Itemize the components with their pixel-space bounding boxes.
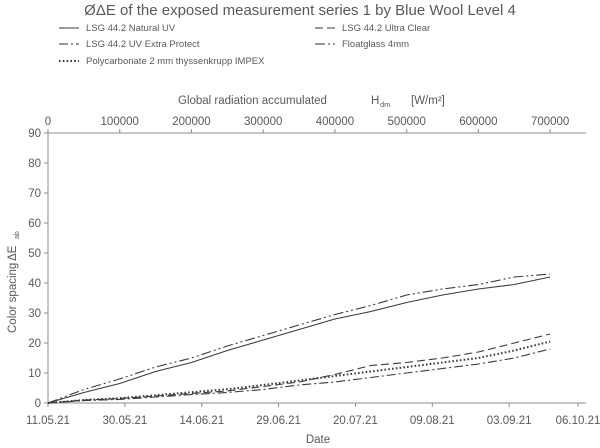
x-axis-title: Date [306,434,330,446]
x2-tick-label: 0 [45,116,51,128]
legend-label-4: Polycarbonate 2 mm thyssenkrupp IMPEX [86,56,265,67]
y-tick-label: 30 [28,308,41,320]
y-axis-symbol: ΔE [7,245,19,261]
series-line-2 [47,348,551,404]
y-axis-symbol-sub: ab [14,231,21,239]
x-tick-label: 29.06.21 [256,415,301,427]
x2-tick-label: 400000 [316,116,354,128]
y-tick-label: 0 [35,398,41,410]
chart-title: ØΔE of the exposed measurement series 1 … [84,2,516,19]
y-axis-title: Color spacing ΔE ab [7,231,21,333]
legend-label-2: LSG 44.2 UV Extra Protect [86,39,200,50]
x2-tick-label: 600000 [459,116,497,128]
y-tick-label: 40 [28,278,41,290]
series-line-1 [47,333,551,404]
x-tick-label: 09.08.21 [410,415,455,427]
series-line-0 [47,276,551,404]
x-tick-label: 06.10.21 [556,415,600,427]
x2-tick-label: 500000 [387,116,425,128]
x2-axis-symbol-sub: dm [380,100,390,109]
series-line-4 [47,340,551,404]
y-tick-label: 50 [28,248,41,260]
x2-tick-label: 200000 [172,116,210,128]
x-tick-label: 30.05.21 [102,415,147,427]
x-tick-label: 14.06.21 [179,415,224,427]
y-tick-label: 60 [28,218,41,230]
y-tick-label: 20 [28,338,41,350]
x-tick-label: 20.07.21 [333,415,378,427]
legend: LSG 44.2 Natural UV LSG 44.2 Ultra Clear L… [59,23,430,67]
x2-tick-label: 700000 [531,116,569,128]
plot-area: 0 10 20 30 40 50 60 70 80 90 0 100000 200000 300000 40… [26,116,600,427]
x2-axis: Global radiation accumulated H dm [W/m²] [178,95,445,109]
y-axis-title-text: Color spacing [7,263,19,333]
x2-tick-label: 100000 [101,116,139,128]
x2-axis-title: Global radiation accumulated [178,95,327,107]
series-line-3 [47,273,551,404]
y-tick-label: 10 [28,368,41,380]
legend-label-1: LSG 44.2 Ultra Clear [342,23,430,34]
y-tick-label: 80 [28,158,41,170]
y-tick-label: 90 [28,128,41,140]
legend-label-3: Floatglass 4mm [342,39,409,50]
x2-tick-label: 300000 [244,116,282,128]
x2-axis-symbol: H [371,95,379,107]
x-tick-label: 11.05.21 [26,415,70,427]
x2-axis-unit: [W/m²] [411,95,445,107]
y-tick-label: 70 [28,188,41,200]
legend-label-0: LSG 44.2 Natural UV [86,23,176,34]
x-tick-label: 03.09.21 [487,415,532,427]
